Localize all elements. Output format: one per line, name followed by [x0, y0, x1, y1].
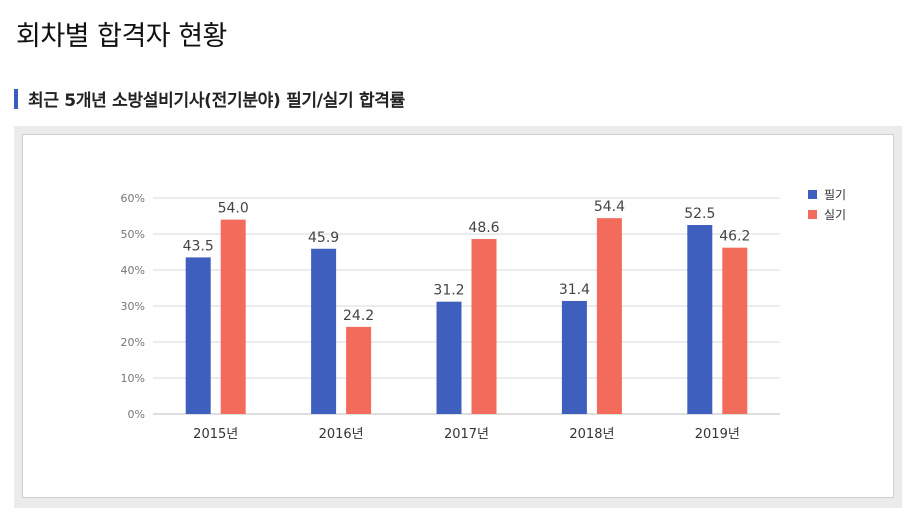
legend-swatch-practical	[808, 210, 817, 219]
legend-swatch-written	[808, 190, 817, 199]
bar-written	[185, 257, 211, 414]
bar-practical	[220, 219, 246, 414]
data-label: 45.9	[308, 230, 339, 246]
chart-container: 0% 10% 20% 30% 40% 50% 60% 43.5 54.0 2015년 45.9 24.…	[14, 126, 902, 508]
legend-label: 실기	[824, 208, 846, 222]
data-label: 31.4	[559, 282, 590, 298]
page-title: 회차별 합격자 현황	[16, 21, 227, 52]
y-tick-label: 20%	[121, 336, 145, 349]
y-tick-label: 10%	[121, 372, 145, 385]
section-title: 최근 5개년 소방설비기사(전기분야) 필기/실기 합격률	[28, 91, 405, 111]
y-tick-label: 40%	[121, 264, 145, 277]
bar-chart: 0% 10% 20% 30% 40% 50% 60% 43.5 54.0 2015년 45.9 24.…	[121, 188, 847, 442]
chart-panel: 0% 10% 20% 30% 40% 50% 60% 43.5 54.0 2015년 45.9 24.…	[22, 134, 894, 498]
x-tick-label: 2016년	[319, 427, 364, 442]
x-tick-label: 2017년	[444, 427, 489, 442]
x-tick-label: 2019년	[695, 427, 740, 442]
x-tick-label: 2018년	[569, 427, 614, 442]
data-label: 54.0	[218, 201, 249, 217]
bar-written	[311, 248, 337, 414]
data-label: 46.2	[719, 229, 750, 245]
bar-practical	[722, 247, 748, 414]
data-label: 54.4	[594, 199, 625, 215]
bar-practical	[596, 218, 622, 414]
y-tick-label: 0%	[128, 408, 145, 421]
x-tick-label: 2015년	[193, 427, 238, 442]
y-tick-label: 60%	[121, 192, 145, 205]
bar-written	[561, 300, 587, 414]
legend-label: 필기	[824, 188, 846, 202]
bar-practical	[346, 326, 372, 414]
data-label: 52.5	[684, 206, 715, 222]
bar-written	[687, 225, 713, 414]
section-accent-bar	[14, 88, 18, 109]
bar-written	[436, 301, 462, 414]
section-header: 최근 5개년 소방설비기사(전기분야) 필기/실기 합격률	[14, 86, 405, 111]
data-label: 43.5	[183, 238, 214, 254]
y-tick-label: 30%	[121, 300, 145, 313]
bar-practical	[471, 239, 497, 414]
data-label: 24.2	[343, 308, 374, 324]
data-label: 48.6	[468, 220, 499, 236]
y-tick-label: 50%	[121, 228, 145, 241]
data-label: 31.2	[433, 283, 464, 299]
